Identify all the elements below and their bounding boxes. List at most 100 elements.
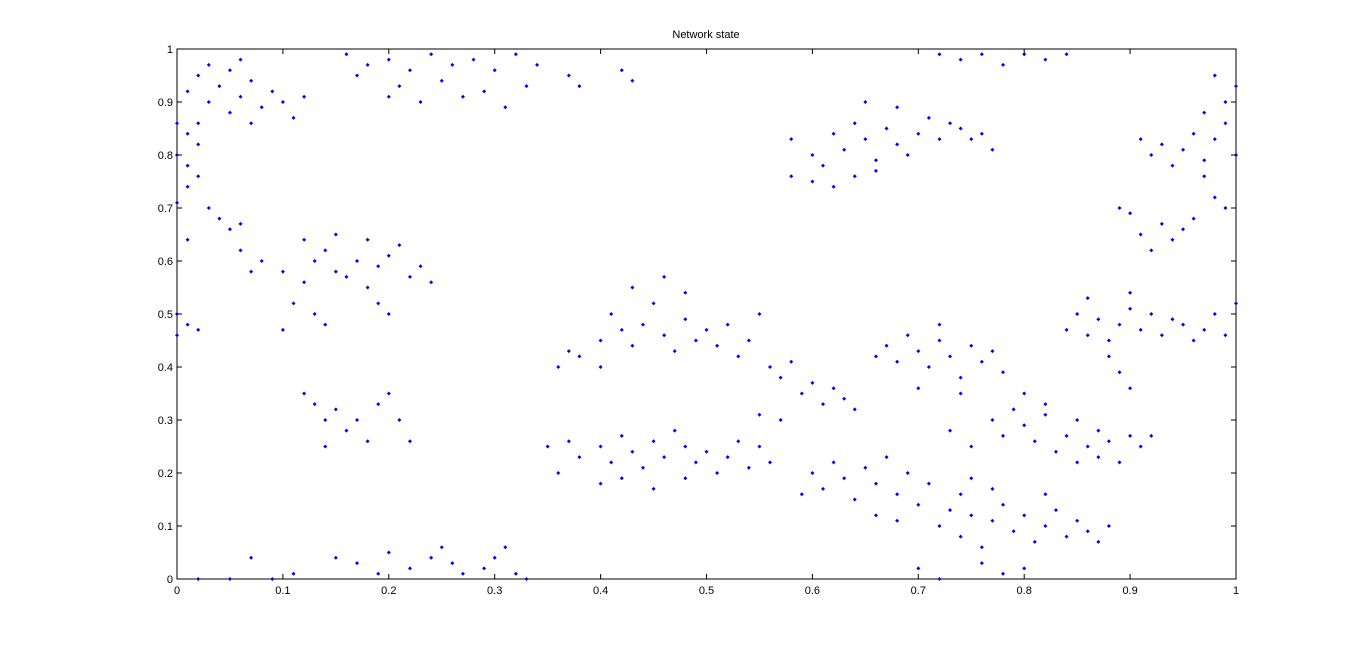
data-point bbox=[1001, 62, 1006, 67]
data-point bbox=[969, 513, 974, 518]
data-point bbox=[439, 78, 444, 83]
data-point bbox=[196, 577, 201, 581]
data-point bbox=[693, 338, 698, 343]
data-point bbox=[1096, 317, 1101, 322]
data-point bbox=[969, 444, 974, 449]
data-point bbox=[598, 365, 603, 369]
data-point bbox=[471, 57, 476, 62]
data-point bbox=[619, 68, 624, 73]
data-point bbox=[789, 137, 794, 142]
y-tick-label: 0.1 bbox=[158, 521, 173, 533]
data-point bbox=[397, 84, 402, 89]
data-point bbox=[1053, 449, 1058, 454]
data-point bbox=[1064, 327, 1069, 332]
data-point bbox=[958, 375, 963, 380]
data-point bbox=[831, 460, 836, 465]
data-point bbox=[1075, 312, 1080, 316]
x-tick-label: 0.2 bbox=[381, 585, 396, 597]
data-point bbox=[1064, 433, 1069, 438]
data-point bbox=[757, 412, 762, 417]
data-point bbox=[1202, 158, 1207, 163]
data-point bbox=[1138, 232, 1143, 237]
data-point bbox=[958, 126, 963, 131]
chart-title: Network state bbox=[672, 29, 739, 41]
data-point bbox=[1128, 290, 1133, 295]
data-point bbox=[704, 327, 709, 332]
data-point bbox=[545, 444, 550, 449]
data-point bbox=[196, 121, 201, 126]
data-point bbox=[259, 105, 264, 110]
data-point bbox=[873, 513, 878, 518]
data-point bbox=[778, 375, 783, 380]
data-point bbox=[1043, 57, 1048, 62]
data-point bbox=[1223, 100, 1228, 104]
data-point bbox=[948, 428, 953, 433]
plot-area bbox=[176, 48, 1237, 580]
data-point bbox=[175, 200, 179, 205]
data-point bbox=[820, 163, 825, 168]
x-tick-label: 0.9 bbox=[1122, 585, 1137, 597]
data-point bbox=[757, 312, 762, 316]
data-point bbox=[376, 264, 381, 269]
data-point bbox=[863, 137, 868, 142]
data-point bbox=[280, 100, 285, 104]
data-point bbox=[227, 68, 232, 73]
data-point bbox=[185, 184, 190, 189]
data-point bbox=[725, 455, 730, 460]
data-point bbox=[1202, 327, 1207, 332]
data-point bbox=[238, 248, 243, 253]
data-point bbox=[418, 264, 423, 269]
data-point bbox=[683, 444, 688, 449]
data-point bbox=[895, 105, 900, 110]
data-point bbox=[990, 147, 995, 152]
data-point bbox=[1181, 227, 1186, 232]
data-point bbox=[799, 492, 804, 497]
data-point bbox=[820, 486, 825, 491]
data-point bbox=[651, 486, 656, 491]
y-tick-label: 0.5 bbox=[158, 309, 173, 321]
data-point bbox=[1043, 412, 1048, 417]
data-point bbox=[831, 184, 836, 189]
data-point bbox=[259, 259, 264, 263]
data-point bbox=[1064, 52, 1069, 57]
data-point bbox=[217, 216, 222, 221]
data-point bbox=[1181, 147, 1186, 152]
data-point bbox=[1223, 333, 1228, 338]
data-point bbox=[355, 259, 360, 263]
data-point bbox=[407, 68, 412, 73]
data-point bbox=[926, 365, 931, 369]
data-point bbox=[323, 444, 328, 449]
x-tick-label: 0.4 bbox=[593, 585, 608, 597]
data-point bbox=[1022, 391, 1027, 396]
data-point bbox=[280, 327, 285, 332]
data-point bbox=[386, 550, 391, 555]
data-point bbox=[1022, 566, 1027, 571]
data-point bbox=[513, 52, 518, 57]
data-point bbox=[958, 391, 963, 396]
data-point bbox=[1096, 539, 1101, 544]
data-point bbox=[810, 179, 815, 184]
data-point bbox=[1234, 301, 1238, 306]
data-point bbox=[365, 62, 370, 67]
data-point bbox=[1001, 571, 1006, 576]
data-point bbox=[185, 89, 190, 94]
data-point bbox=[376, 402, 381, 407]
x-tick-label: 0.7 bbox=[911, 585, 926, 597]
data-point bbox=[1043, 524, 1048, 528]
data-point bbox=[1001, 433, 1006, 438]
data-point bbox=[916, 349, 921, 354]
data-point bbox=[386, 391, 391, 396]
data-point bbox=[386, 57, 391, 62]
data-point bbox=[355, 561, 360, 566]
data-point bbox=[1223, 206, 1228, 210]
data-point bbox=[1128, 386, 1133, 391]
data-point bbox=[376, 571, 381, 576]
data-point bbox=[852, 174, 857, 179]
data-point bbox=[238, 221, 243, 226]
data-point bbox=[556, 365, 561, 369]
data-point bbox=[746, 465, 751, 470]
data-point bbox=[842, 476, 847, 481]
data-point bbox=[715, 343, 720, 348]
data-point bbox=[873, 354, 878, 359]
